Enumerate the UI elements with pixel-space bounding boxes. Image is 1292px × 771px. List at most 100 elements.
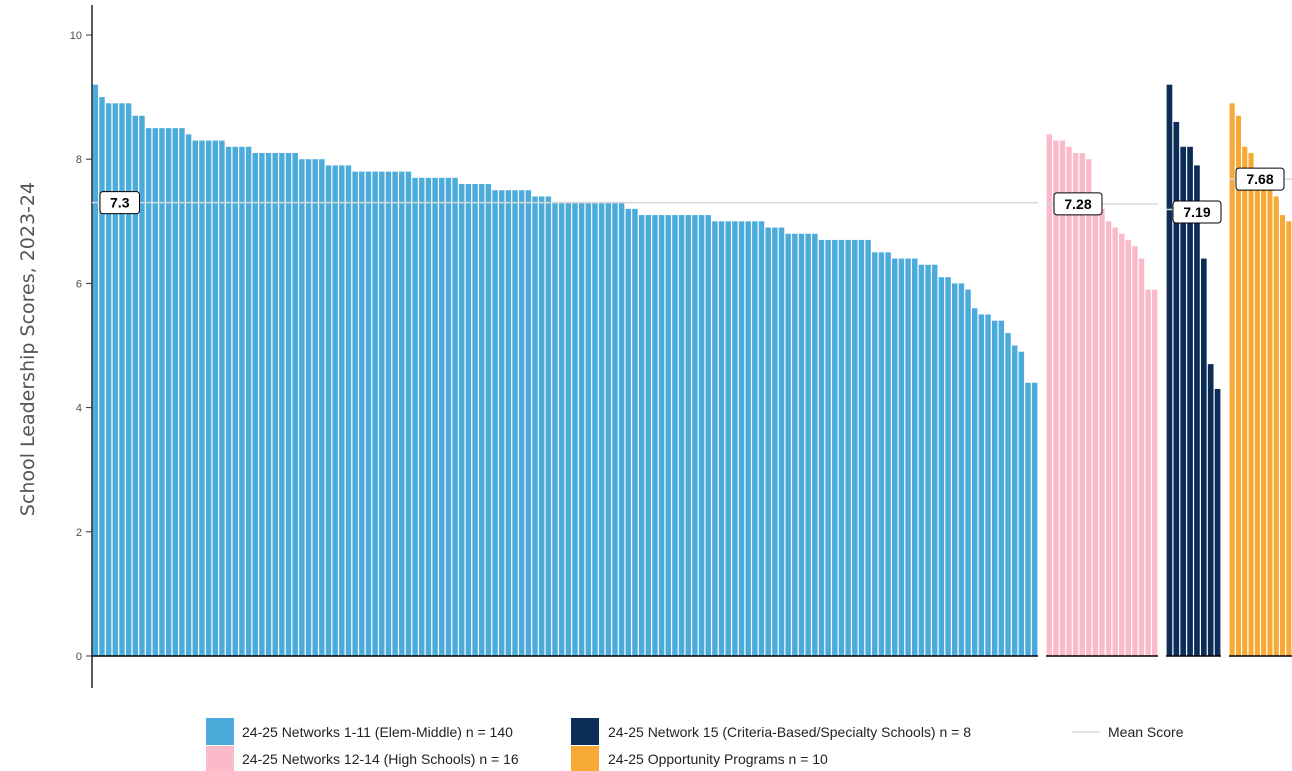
bar — [365, 171, 372, 656]
bar — [485, 184, 492, 657]
bar — [818, 239, 825, 656]
bar — [1267, 190, 1273, 656]
y-tick-label: 2 — [76, 527, 82, 539]
bar — [758, 221, 765, 657]
bar — [638, 215, 645, 656]
bar — [112, 103, 119, 656]
bar — [785, 233, 791, 656]
bar — [145, 128, 152, 656]
mean-label: 7.19 — [1183, 204, 1210, 220]
bar — [792, 233, 798, 656]
bar — [92, 84, 99, 657]
bar — [685, 215, 691, 656]
bar — [752, 221, 758, 657]
bar — [279, 152, 285, 657]
bar — [312, 159, 318, 656]
legend-label-mean-score: Mean Score — [1108, 724, 1184, 740]
bar — [465, 184, 472, 657]
bar — [1229, 103, 1235, 656]
legend-label-networks-1-11: 24-25 Networks 1-11 (Elem-Middle) n = 14… — [242, 724, 513, 740]
bar — [905, 258, 911, 656]
bar — [585, 202, 592, 657]
bar — [1092, 208, 1099, 656]
bar — [1105, 221, 1112, 657]
bar — [545, 196, 552, 656]
bar — [1286, 221, 1292, 657]
bar — [352, 171, 358, 656]
bar — [652, 215, 658, 656]
mean-label-box — [1172, 200, 1222, 224]
bars — [92, 84, 1292, 657]
mean-label-box — [99, 191, 140, 215]
bar — [1138, 258, 1145, 656]
bar — [1072, 152, 1079, 657]
bar — [1099, 208, 1105, 656]
bar — [1145, 289, 1151, 656]
bar — [565, 202, 572, 657]
bar — [1005, 333, 1011, 656]
bar — [1112, 227, 1118, 656]
y-tick-label: 0 — [76, 651, 82, 663]
bar — [299, 159, 305, 656]
bar — [498, 190, 505, 656]
bar — [445, 177, 452, 656]
bar — [1194, 165, 1200, 656]
bar — [552, 202, 558, 657]
bar — [272, 152, 278, 657]
bar — [125, 103, 132, 656]
bar — [698, 215, 705, 656]
bar — [219, 140, 225, 656]
bar — [978, 314, 985, 656]
bar — [232, 146, 238, 656]
y-tick-label: 8 — [76, 154, 82, 166]
y-tick-label: 4 — [76, 403, 82, 415]
bar — [339, 165, 345, 656]
bar — [645, 215, 652, 656]
bar — [192, 140, 198, 656]
bar — [991, 320, 998, 656]
bar — [259, 152, 265, 657]
bar — [772, 227, 778, 656]
legend-label-networks-12-14: 24-25 Networks 12-14 (High Schools) n = … — [242, 751, 519, 767]
bar — [985, 314, 991, 656]
bar — [405, 171, 412, 656]
bar — [452, 177, 458, 656]
bar — [845, 239, 851, 656]
bar — [1200, 258, 1207, 656]
bar — [292, 152, 298, 657]
bar — [825, 239, 831, 656]
bar — [625, 208, 632, 656]
bar — [805, 233, 811, 656]
bar — [605, 202, 612, 657]
bar — [525, 190, 532, 656]
bar — [1011, 345, 1018, 656]
bar — [225, 146, 232, 656]
bar — [765, 227, 771, 656]
bar — [1018, 351, 1025, 656]
bar — [658, 215, 665, 656]
bar — [1119, 233, 1125, 656]
bar — [632, 208, 638, 656]
legend-swatch-networks-1-11 — [206, 718, 234, 745]
bar — [99, 97, 105, 657]
bar — [951, 283, 958, 656]
bar — [1235, 115, 1241, 657]
bar — [478, 184, 485, 657]
mean-label: 7.68 — [1246, 171, 1273, 187]
bar — [412, 177, 418, 656]
bar — [152, 128, 159, 656]
bar — [705, 215, 711, 656]
bar — [612, 202, 618, 657]
bar — [105, 103, 112, 656]
bar — [598, 202, 605, 657]
bar — [665, 215, 671, 656]
bar — [1125, 239, 1132, 656]
bar — [572, 202, 578, 657]
bar — [885, 252, 891, 656]
bar — [1025, 382, 1031, 656]
bar — [1031, 382, 1038, 656]
bar — [1214, 388, 1221, 656]
bar — [958, 283, 965, 656]
bar — [265, 152, 272, 657]
